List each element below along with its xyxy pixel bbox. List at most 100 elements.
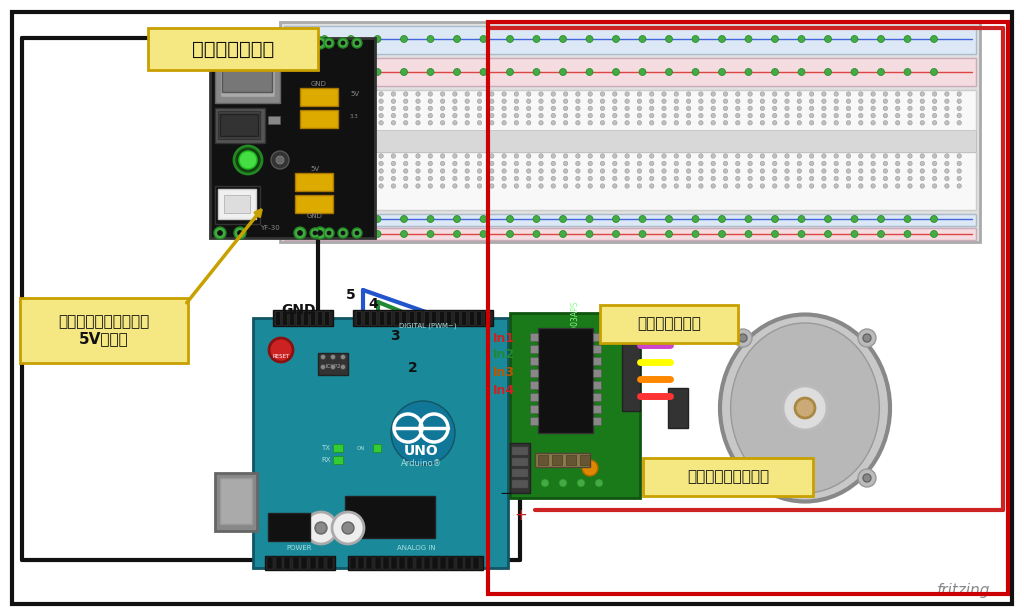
Circle shape (600, 161, 605, 166)
Circle shape (639, 230, 646, 238)
Circle shape (662, 120, 667, 125)
Text: モータドライバ: モータドライバ (637, 316, 701, 332)
Circle shape (784, 154, 790, 158)
Circle shape (440, 106, 444, 111)
Bar (309, 557, 315, 569)
Bar (356, 311, 361, 325)
Circle shape (957, 176, 962, 181)
Bar (220, 52, 275, 97)
Circle shape (295, 36, 301, 42)
Circle shape (514, 120, 518, 125)
Bar (284, 557, 290, 569)
Circle shape (711, 114, 716, 118)
Circle shape (883, 99, 888, 103)
Circle shape (403, 120, 408, 125)
Circle shape (367, 161, 371, 166)
Circle shape (723, 154, 728, 158)
Circle shape (465, 114, 469, 118)
Bar (424, 557, 430, 569)
Circle shape (342, 161, 346, 166)
Circle shape (772, 161, 777, 166)
Circle shape (921, 176, 925, 181)
Circle shape (834, 184, 839, 188)
Circle shape (338, 228, 348, 238)
Circle shape (745, 69, 752, 76)
Bar (220, 114, 258, 136)
Circle shape (480, 216, 487, 222)
Circle shape (293, 114, 297, 118)
Circle shape (480, 230, 487, 238)
Circle shape (883, 176, 888, 181)
Circle shape (824, 69, 831, 76)
Bar (284, 228, 976, 240)
Circle shape (748, 176, 753, 181)
Circle shape (625, 176, 630, 181)
Circle shape (295, 69, 301, 76)
Circle shape (904, 230, 911, 238)
Text: RX: RX (321, 457, 331, 463)
Circle shape (612, 161, 617, 166)
Circle shape (612, 154, 617, 158)
Circle shape (851, 230, 858, 238)
FancyBboxPatch shape (643, 458, 813, 496)
Circle shape (342, 169, 346, 173)
Circle shape (797, 154, 802, 158)
Circle shape (477, 161, 481, 166)
Circle shape (331, 354, 336, 360)
Circle shape (507, 230, 513, 238)
Text: In2: In2 (493, 349, 515, 362)
Circle shape (686, 184, 691, 188)
Circle shape (293, 92, 297, 96)
Circle shape (575, 114, 581, 118)
Circle shape (465, 120, 469, 125)
Circle shape (908, 114, 912, 118)
Text: In3: In3 (493, 365, 515, 378)
Circle shape (453, 161, 457, 166)
Circle shape (403, 92, 408, 96)
Circle shape (772, 99, 777, 103)
Circle shape (391, 106, 395, 111)
Circle shape (400, 69, 408, 76)
Circle shape (723, 99, 728, 103)
Circle shape (649, 176, 654, 181)
Text: 5V: 5V (350, 91, 359, 97)
Circle shape (440, 154, 444, 158)
Circle shape (379, 154, 383, 158)
Circle shape (588, 169, 593, 173)
Circle shape (698, 176, 703, 181)
Circle shape (315, 522, 327, 534)
Circle shape (595, 479, 603, 487)
Circle shape (575, 92, 581, 96)
Circle shape (625, 169, 630, 173)
Circle shape (908, 154, 912, 158)
Circle shape (477, 114, 481, 118)
Circle shape (649, 114, 654, 118)
Circle shape (797, 161, 802, 166)
Bar (416, 557, 422, 569)
Circle shape (637, 114, 642, 118)
Bar (535, 453, 590, 467)
Bar (317, 311, 322, 325)
Circle shape (858, 176, 863, 181)
Circle shape (735, 106, 740, 111)
Circle shape (883, 92, 888, 96)
Bar (222, 54, 272, 92)
Circle shape (649, 161, 654, 166)
Circle shape (534, 69, 540, 76)
Circle shape (600, 184, 605, 188)
Circle shape (933, 184, 937, 188)
Circle shape (563, 106, 567, 111)
Text: GND: GND (282, 303, 316, 317)
Bar (303, 311, 308, 325)
Circle shape (305, 92, 309, 96)
Circle shape (379, 176, 383, 181)
Circle shape (526, 169, 530, 173)
Text: 3: 3 (390, 329, 399, 343)
Circle shape (577, 479, 585, 487)
Circle shape (428, 99, 432, 103)
Circle shape (870, 184, 876, 188)
Circle shape (563, 92, 567, 96)
Circle shape (921, 92, 925, 96)
Circle shape (698, 169, 703, 173)
Circle shape (612, 69, 620, 76)
